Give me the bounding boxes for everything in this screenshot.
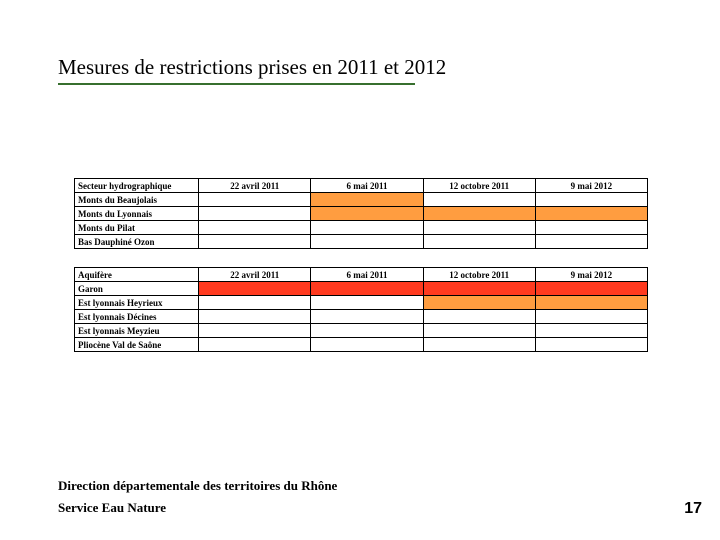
status-cell bbox=[535, 235, 647, 249]
status-cell bbox=[311, 324, 423, 338]
status-cell bbox=[423, 310, 535, 324]
status-cell bbox=[423, 193, 535, 207]
status-cell bbox=[199, 324, 311, 338]
row-label: Bas Dauphiné Ozon bbox=[75, 235, 199, 249]
row-label: Monts du Lyonnais bbox=[75, 207, 199, 221]
status-cell bbox=[423, 207, 535, 221]
status-cell bbox=[423, 296, 535, 310]
row-label: Garon bbox=[75, 282, 199, 296]
table-aquifere: Aquifère 22 avril 2011 6 mai 2011 12 oct… bbox=[74, 267, 648, 352]
status-cell bbox=[311, 296, 423, 310]
row-label: Monts du Beaujolais bbox=[75, 193, 199, 207]
date-header: 6 mai 2011 bbox=[311, 179, 423, 193]
title-underline bbox=[58, 83, 415, 85]
table-row: Monts du Beaujolais bbox=[75, 193, 648, 207]
status-cell bbox=[535, 324, 647, 338]
row-label: Pliocène Val de Saône bbox=[75, 338, 199, 352]
table-row: Est lyonnais Décines bbox=[75, 310, 648, 324]
footer-direction: Direction départementale des territoires… bbox=[58, 478, 337, 494]
date-header: 12 octobre 2011 bbox=[423, 268, 535, 282]
status-cell bbox=[199, 207, 311, 221]
status-cell bbox=[423, 324, 535, 338]
status-cell bbox=[535, 296, 647, 310]
table-header-row: Secteur hydrographique 22 avril 2011 6 m… bbox=[75, 179, 648, 193]
status-cell bbox=[199, 235, 311, 249]
table-row: Est lyonnais Heyrieux bbox=[75, 296, 648, 310]
table-row: Monts du Pilat bbox=[75, 221, 648, 235]
status-cell bbox=[199, 282, 311, 296]
status-cell bbox=[311, 207, 423, 221]
status-cell bbox=[535, 221, 647, 235]
date-header: 9 mai 2012 bbox=[535, 179, 647, 193]
table-row: Monts du Lyonnais bbox=[75, 207, 648, 221]
date-header: 12 octobre 2011 bbox=[423, 179, 535, 193]
status-cell bbox=[199, 338, 311, 352]
table-header-row: Aquifère 22 avril 2011 6 mai 2011 12 oct… bbox=[75, 268, 648, 282]
page-title: Mesures de restrictions prises en 2011 e… bbox=[58, 55, 446, 80]
status-cell bbox=[423, 282, 535, 296]
row-label: Est lyonnais Meyzieu bbox=[75, 324, 199, 338]
status-cell bbox=[311, 310, 423, 324]
status-cell bbox=[199, 310, 311, 324]
page-number: 17 bbox=[684, 500, 702, 518]
date-header: 9 mai 2012 bbox=[535, 268, 647, 282]
status-cell bbox=[311, 338, 423, 352]
header-label: Aquifère bbox=[75, 268, 199, 282]
footer-service: Service Eau Nature bbox=[58, 500, 166, 516]
date-header: 22 avril 2011 bbox=[199, 268, 311, 282]
table-secteur: Secteur hydrographique 22 avril 2011 6 m… bbox=[74, 178, 648, 249]
status-cell bbox=[535, 338, 647, 352]
status-cell bbox=[535, 282, 647, 296]
status-cell bbox=[311, 235, 423, 249]
table-row: Pliocène Val de Saône bbox=[75, 338, 648, 352]
status-cell bbox=[199, 193, 311, 207]
status-cell bbox=[535, 207, 647, 221]
status-cell bbox=[423, 221, 535, 235]
date-header: 6 mai 2011 bbox=[311, 268, 423, 282]
header-label: Secteur hydrographique bbox=[75, 179, 199, 193]
table-gap bbox=[74, 249, 648, 267]
status-cell bbox=[311, 282, 423, 296]
row-label: Est lyonnais Décines bbox=[75, 310, 199, 324]
table-row: Garon bbox=[75, 282, 648, 296]
table-row: Est lyonnais Meyzieu bbox=[75, 324, 648, 338]
status-cell bbox=[423, 235, 535, 249]
status-cell bbox=[199, 296, 311, 310]
row-label: Est lyonnais Heyrieux bbox=[75, 296, 199, 310]
table-row: Bas Dauphiné Ozon bbox=[75, 235, 648, 249]
date-header: 22 avril 2011 bbox=[199, 179, 311, 193]
status-cell bbox=[423, 338, 535, 352]
tables-container: Secteur hydrographique 22 avril 2011 6 m… bbox=[74, 178, 648, 352]
status-cell bbox=[311, 221, 423, 235]
status-cell bbox=[535, 193, 647, 207]
status-cell bbox=[535, 310, 647, 324]
status-cell bbox=[311, 193, 423, 207]
status-cell bbox=[199, 221, 311, 235]
row-label: Monts du Pilat bbox=[75, 221, 199, 235]
